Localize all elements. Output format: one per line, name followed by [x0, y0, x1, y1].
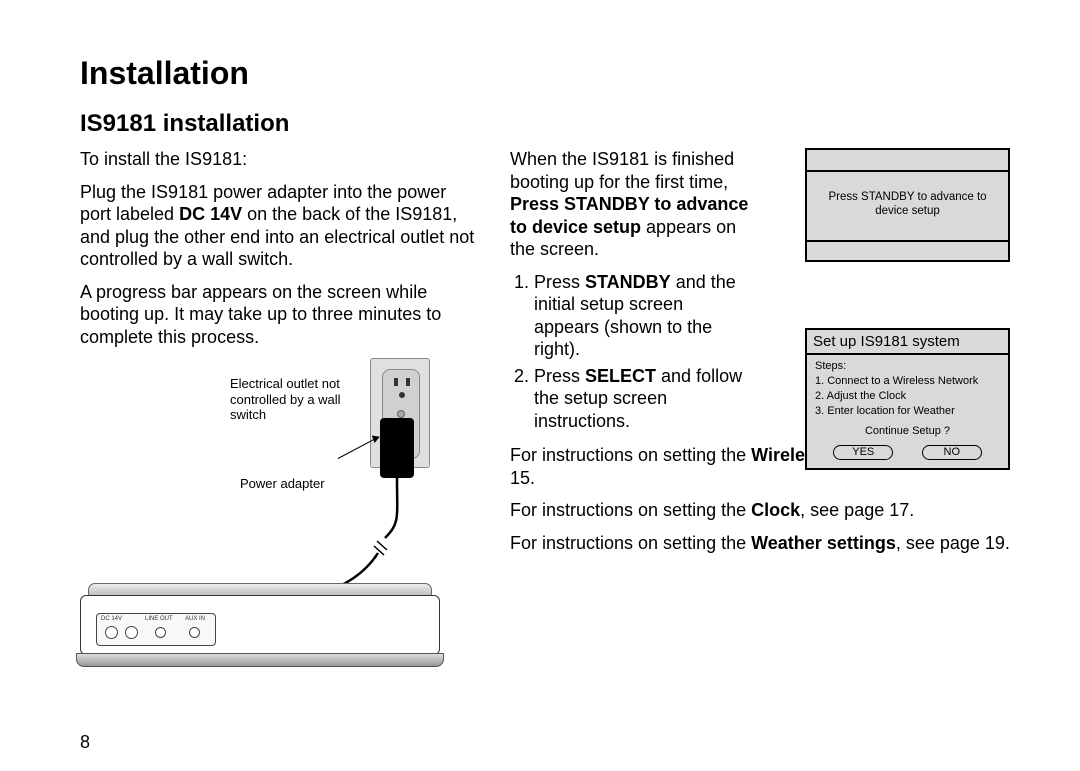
screen-row — [807, 242, 1008, 260]
right-column: When the IS9181 is finished booting up f… — [510, 148, 1010, 698]
text: When the IS9181 is finished booting up f… — [510, 149, 734, 192]
steps-label: Steps: — [815, 359, 1000, 374]
ref-weather: For instructions on setting the Weather … — [510, 532, 1010, 555]
text: Press — [534, 366, 585, 386]
is9181-device-icon: DC 14V LINE OUT AUX IN — [80, 583, 440, 673]
power-adapter-icon — [380, 418, 414, 478]
intro-text: To install the IS9181: — [80, 148, 480, 171]
ref-clock: For instructions on setting the Clock, s… — [510, 499, 1010, 522]
screen-message: Press STANDBY to advance to device setup — [807, 172, 1008, 242]
port-label: AUX IN — [185, 616, 205, 622]
text: For instructions on setting the — [510, 500, 751, 520]
list-item: Press STANDBY and the initial setup scre… — [534, 271, 750, 361]
plug-instruction: Plug the IS9181 power adapter into the p… — [80, 181, 480, 271]
setup-header: Set up IS9181 system — [807, 330, 1008, 355]
auxin-port-icon — [189, 627, 200, 638]
section-subtitle: IS9181 installation — [80, 110, 1010, 138]
setup-step: 2. Adjust the Clock — [815, 389, 1000, 404]
lineout-port-icon — [155, 627, 166, 638]
no-button: NO — [922, 445, 982, 460]
text: For instructions on setting the — [510, 533, 751, 553]
page-number: 8 — [80, 732, 90, 753]
text: Press — [534, 272, 585, 292]
device-base — [76, 653, 444, 667]
text: , see page 17. — [800, 500, 914, 520]
setup-step: 1. Connect to a Wireless Network — [815, 374, 1000, 389]
content-columns: To install the IS9181: Plug the IS9181 p… — [80, 148, 1010, 698]
left-column: To install the IS9181: Plug the IS9181 p… — [80, 148, 480, 698]
standby-bold: STANDBY — [585, 272, 671, 292]
clock-bold: Clock — [751, 500, 800, 520]
port-label: DC 14V — [101, 616, 122, 622]
screw-icon — [397, 410, 405, 418]
boot-text: When the IS9181 is finished booting up f… — [510, 148, 750, 261]
weather-bold: Weather settings — [751, 533, 896, 553]
port-panel: DC 14V LINE OUT AUX IN — [96, 613, 216, 646]
setup-step: 3. Enter location for Weather — [815, 404, 1000, 419]
standby-screen-mock: Press STANDBY to advance to device setup — [805, 148, 1010, 262]
installation-illustration: Electrical outlet not controlled by a wa… — [80, 358, 480, 698]
adapter-label: Power adapter — [240, 476, 325, 491]
yes-button: YES — [833, 445, 893, 460]
setup-screen-mock: Set up IS9181 system Steps: 1. Connect t… — [805, 328, 1010, 470]
continue-question: Continue Setup ? — [815, 424, 1000, 439]
plug-slot — [394, 378, 398, 386]
port-icon — [125, 626, 138, 639]
setup-steps-list: Press STANDBY and the initial setup scre… — [510, 271, 750, 433]
progress-instruction: A progress bar appears on the screen whi… — [80, 281, 480, 349]
dc14v-bold: DC 14V — [179, 204, 242, 224]
setup-buttons: YES NO — [807, 445, 1008, 468]
list-item: Press SELECT and follow the setup screen… — [534, 365, 750, 433]
screen-row — [807, 150, 1008, 172]
page-title: Installation — [80, 55, 1010, 92]
setup-body: Steps: 1. Connect to a Wireless Network … — [807, 355, 1008, 445]
text: For instructions on setting the — [510, 445, 751, 465]
text: , see page 19. — [896, 533, 1010, 553]
port-label: LINE OUT — [145, 616, 173, 622]
plug-ground — [399, 392, 405, 398]
dc-port-icon — [105, 626, 118, 639]
select-bold: SELECT — [585, 366, 656, 386]
plug-slot — [406, 378, 410, 386]
outlet-label: Electrical outlet not controlled by a wa… — [230, 376, 360, 423]
